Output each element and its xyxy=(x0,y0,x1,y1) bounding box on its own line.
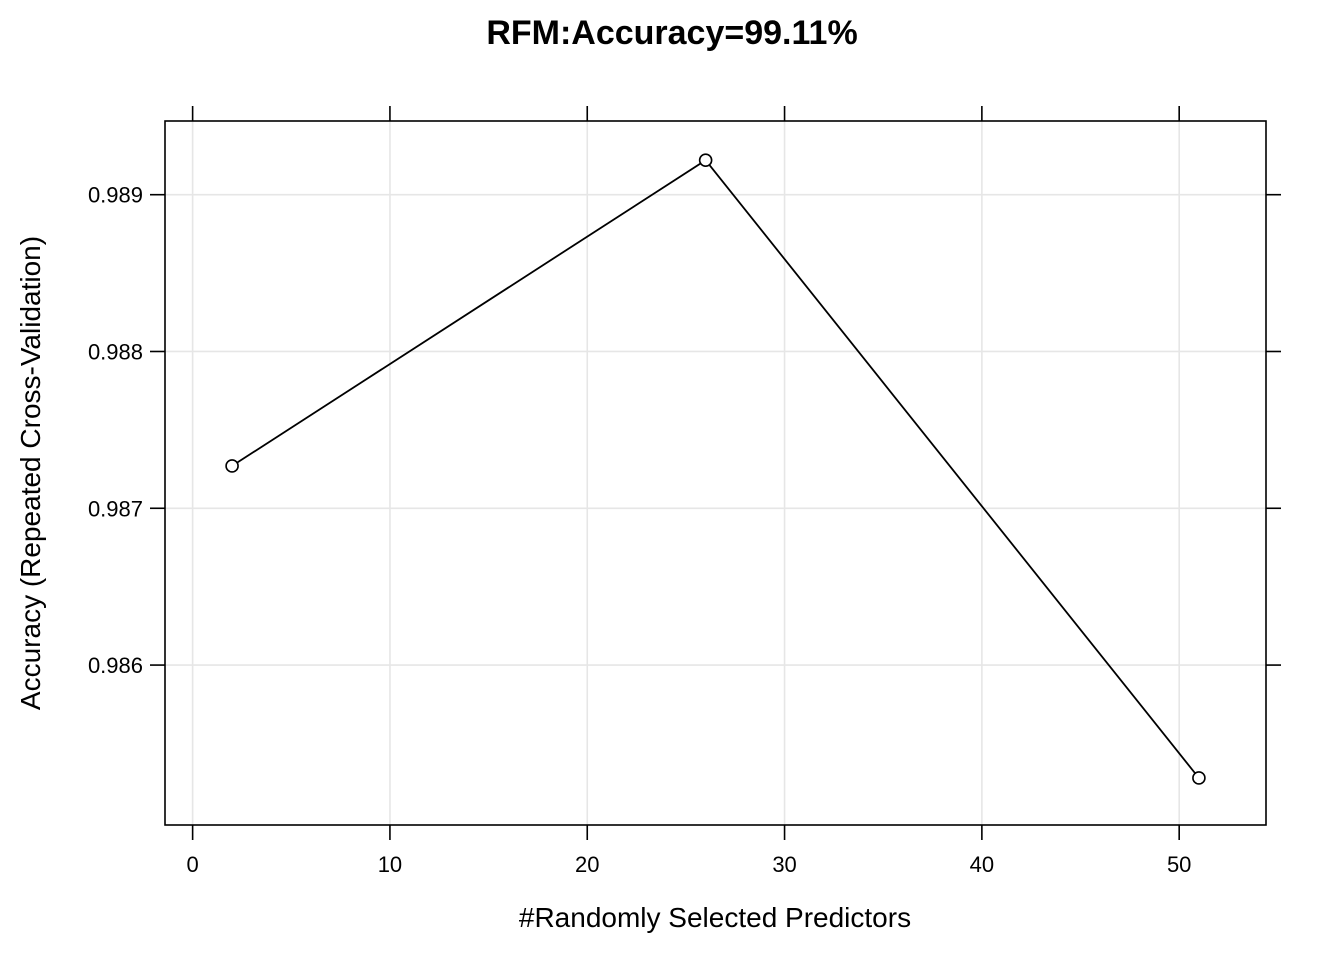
y-tick-label: 0.989 xyxy=(88,183,143,208)
plot-frame xyxy=(164,120,1267,826)
data-point xyxy=(1192,771,1206,785)
series-layer xyxy=(225,153,1206,785)
data-point xyxy=(698,153,713,167)
y-tick-label: 0.987 xyxy=(88,496,143,521)
x-tick-label: 10 xyxy=(378,852,402,877)
y-axis-label: Accuracy (Repeated Cross-Validation) xyxy=(15,236,46,710)
x-tick-label: 20 xyxy=(575,852,599,877)
tick-layer: 0 10 20 30 40 50 0.986 0.987 0.988 0.989 xyxy=(88,106,1281,877)
chart-title: RFM:Accuracy=99.11% xyxy=(486,14,857,52)
x-axis-label: #Randomly Selected Predictors xyxy=(519,902,911,933)
grid-layer xyxy=(165,121,1266,825)
y-tick-label: 0.988 xyxy=(88,339,143,364)
x-tick-label: 30 xyxy=(772,852,796,877)
x-tick-label: 50 xyxy=(1167,852,1191,877)
y-tick-label: 0.986 xyxy=(88,653,143,678)
x-tick-label: 40 xyxy=(970,852,994,877)
series-line xyxy=(231,159,1200,779)
data-point xyxy=(225,459,239,473)
x-tick-label: 0 xyxy=(186,852,198,877)
